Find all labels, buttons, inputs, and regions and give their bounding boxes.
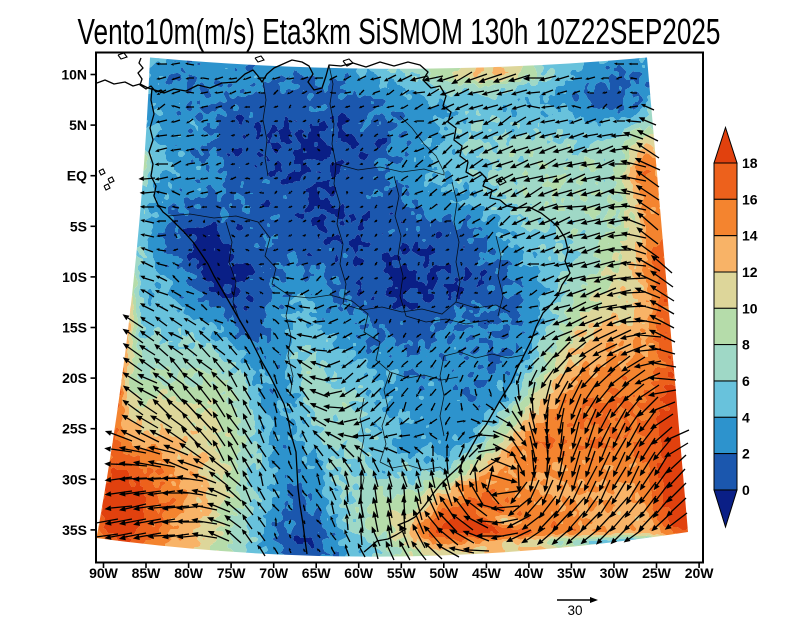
svg-text:90W: 90W bbox=[89, 565, 119, 581]
svg-text:65W: 65W bbox=[302, 565, 332, 581]
svg-text:Vento10m(m/s) Eta3km SiSMOM 13: Vento10m(m/s) Eta3km SiSMOM 130h 10Z22SE… bbox=[78, 11, 721, 52]
svg-text:6: 6 bbox=[742, 373, 750, 389]
svg-text:75W: 75W bbox=[217, 565, 247, 581]
svg-text:70W: 70W bbox=[259, 565, 289, 581]
svg-text:EQ: EQ bbox=[67, 168, 87, 184]
svg-text:25S: 25S bbox=[62, 421, 87, 437]
svg-text:30S: 30S bbox=[62, 471, 87, 487]
svg-text:20S: 20S bbox=[62, 370, 87, 386]
svg-text:30W: 30W bbox=[600, 565, 630, 581]
svg-text:50W: 50W bbox=[429, 565, 459, 581]
svg-text:0: 0 bbox=[742, 482, 750, 498]
svg-text:16: 16 bbox=[742, 191, 758, 207]
svg-text:2: 2 bbox=[742, 446, 750, 462]
svg-text:40W: 40W bbox=[515, 565, 545, 581]
svg-text:85W: 85W bbox=[132, 565, 162, 581]
svg-text:5S: 5S bbox=[70, 218, 87, 234]
svg-text:18: 18 bbox=[742, 155, 758, 171]
svg-text:4: 4 bbox=[742, 409, 750, 425]
svg-text:35S: 35S bbox=[62, 522, 87, 538]
svg-text:14: 14 bbox=[742, 228, 758, 244]
svg-text:60W: 60W bbox=[344, 565, 374, 581]
svg-text:25W: 25W bbox=[642, 565, 672, 581]
svg-text:30: 30 bbox=[567, 603, 582, 618]
svg-text:55W: 55W bbox=[387, 565, 417, 581]
svg-text:80W: 80W bbox=[174, 565, 204, 581]
svg-text:10: 10 bbox=[742, 300, 758, 316]
svg-text:12: 12 bbox=[742, 264, 758, 280]
svg-text:35W: 35W bbox=[557, 565, 587, 581]
svg-text:45W: 45W bbox=[472, 565, 502, 581]
svg-text:15S: 15S bbox=[62, 320, 87, 336]
svg-text:5N: 5N bbox=[69, 117, 87, 133]
svg-text:10N: 10N bbox=[61, 67, 87, 83]
svg-text:10S: 10S bbox=[62, 269, 87, 285]
svg-text:20W: 20W bbox=[685, 565, 715, 581]
svg-text:8: 8 bbox=[742, 337, 750, 353]
